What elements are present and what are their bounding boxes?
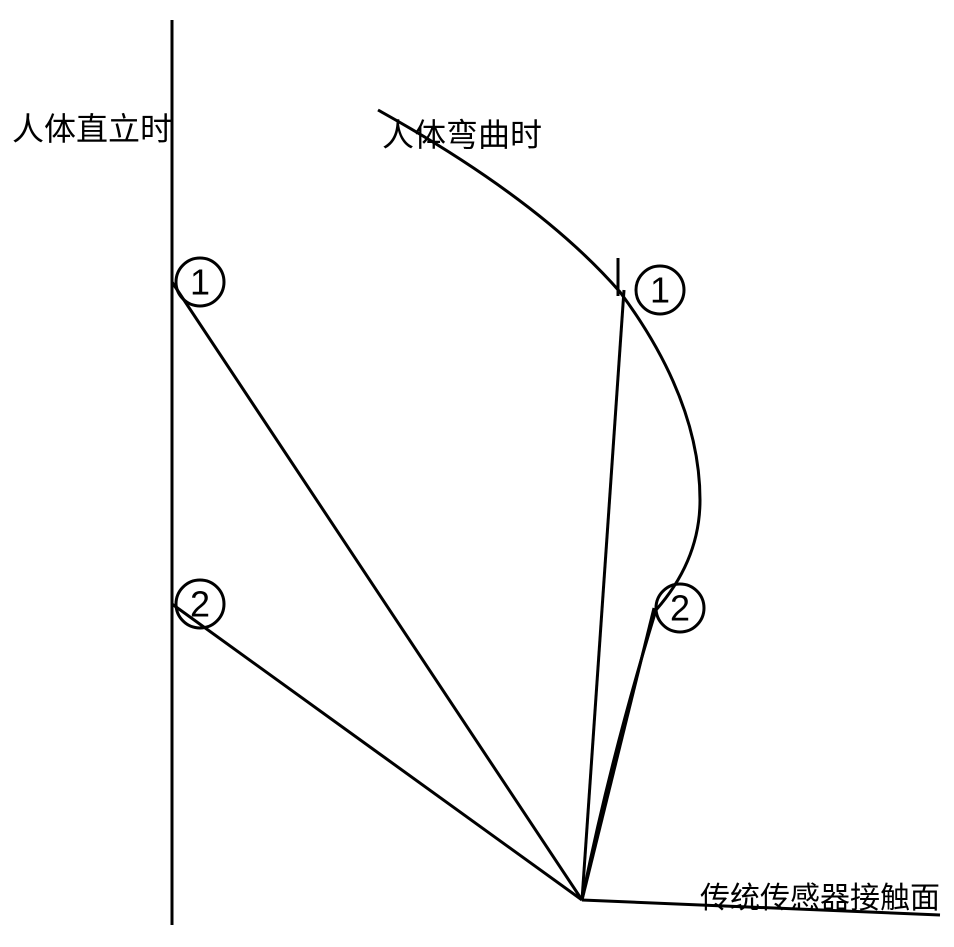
marker-left-2: 2 [176, 580, 224, 628]
marker-right-1: 1 [636, 266, 684, 314]
label-upright: 人体直立时 [12, 111, 172, 147]
marker-left-2-num: 2 [190, 584, 210, 625]
marker-left-1: 1 [176, 258, 224, 306]
label-bent: 人体弯曲时 [382, 117, 542, 153]
marker-right-2: 2 [656, 584, 704, 632]
diagram-canvas: 1 2 1 2 人体直立时 人体弯曲时 传统传感器接触面 [0, 0, 954, 947]
ray-left-lower [172, 604, 582, 900]
label-sensor-surface: 传统传感器接触面 [700, 882, 940, 915]
marker-right-2-num: 2 [670, 588, 690, 629]
marker-left-1-num: 1 [190, 262, 210, 303]
marker-right-1-num: 1 [650, 270, 670, 311]
bent-body-curve [378, 110, 700, 900]
ray-left-upper [172, 282, 582, 900]
